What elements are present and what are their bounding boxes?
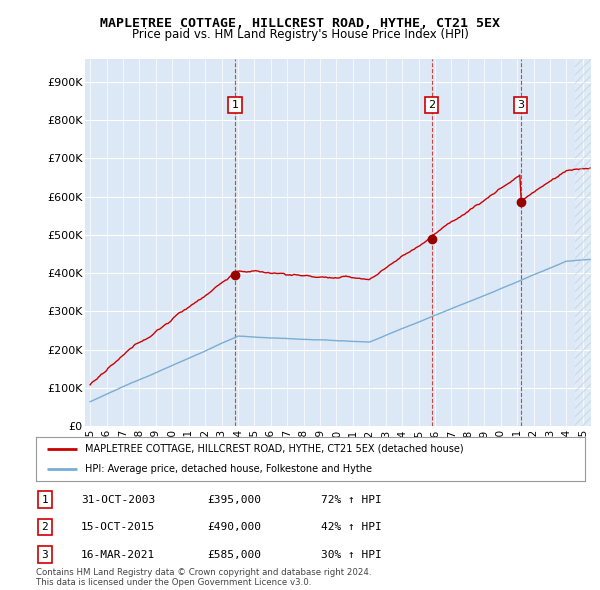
Text: 1: 1: [232, 100, 239, 110]
Text: £395,000: £395,000: [207, 495, 261, 504]
Text: 16-MAR-2021: 16-MAR-2021: [81, 550, 155, 559]
Text: HPI: Average price, detached house, Folkestone and Hythe: HPI: Average price, detached house, Folk…: [85, 464, 373, 474]
Text: Contains HM Land Registry data © Crown copyright and database right 2024.
This d: Contains HM Land Registry data © Crown c…: [36, 568, 371, 587]
Text: £585,000: £585,000: [207, 550, 261, 559]
Text: £490,000: £490,000: [207, 522, 261, 532]
Text: 42% ↑ HPI: 42% ↑ HPI: [321, 522, 382, 532]
Text: 30% ↑ HPI: 30% ↑ HPI: [321, 550, 382, 559]
Text: 31-OCT-2003: 31-OCT-2003: [81, 495, 155, 504]
Text: 2: 2: [428, 100, 435, 110]
Bar: [575, 59, 591, 426]
Bar: [575, 59, 591, 426]
Text: 1: 1: [41, 495, 49, 504]
Text: MAPLETREE COTTAGE, HILLCREST ROAD, HYTHE, CT21 5EX: MAPLETREE COTTAGE, HILLCREST ROAD, HYTHE…: [100, 17, 500, 30]
Text: 3: 3: [517, 100, 524, 110]
Text: 2: 2: [41, 522, 49, 532]
Text: 15-OCT-2015: 15-OCT-2015: [81, 522, 155, 532]
Text: MAPLETREE COTTAGE, HILLCREST ROAD, HYTHE, CT21 5EX (detached house): MAPLETREE COTTAGE, HILLCREST ROAD, HYTHE…: [85, 444, 464, 454]
Text: Price paid vs. HM Land Registry's House Price Index (HPI): Price paid vs. HM Land Registry's House …: [131, 28, 469, 41]
Text: 3: 3: [41, 550, 49, 559]
Text: 72% ↑ HPI: 72% ↑ HPI: [321, 495, 382, 504]
